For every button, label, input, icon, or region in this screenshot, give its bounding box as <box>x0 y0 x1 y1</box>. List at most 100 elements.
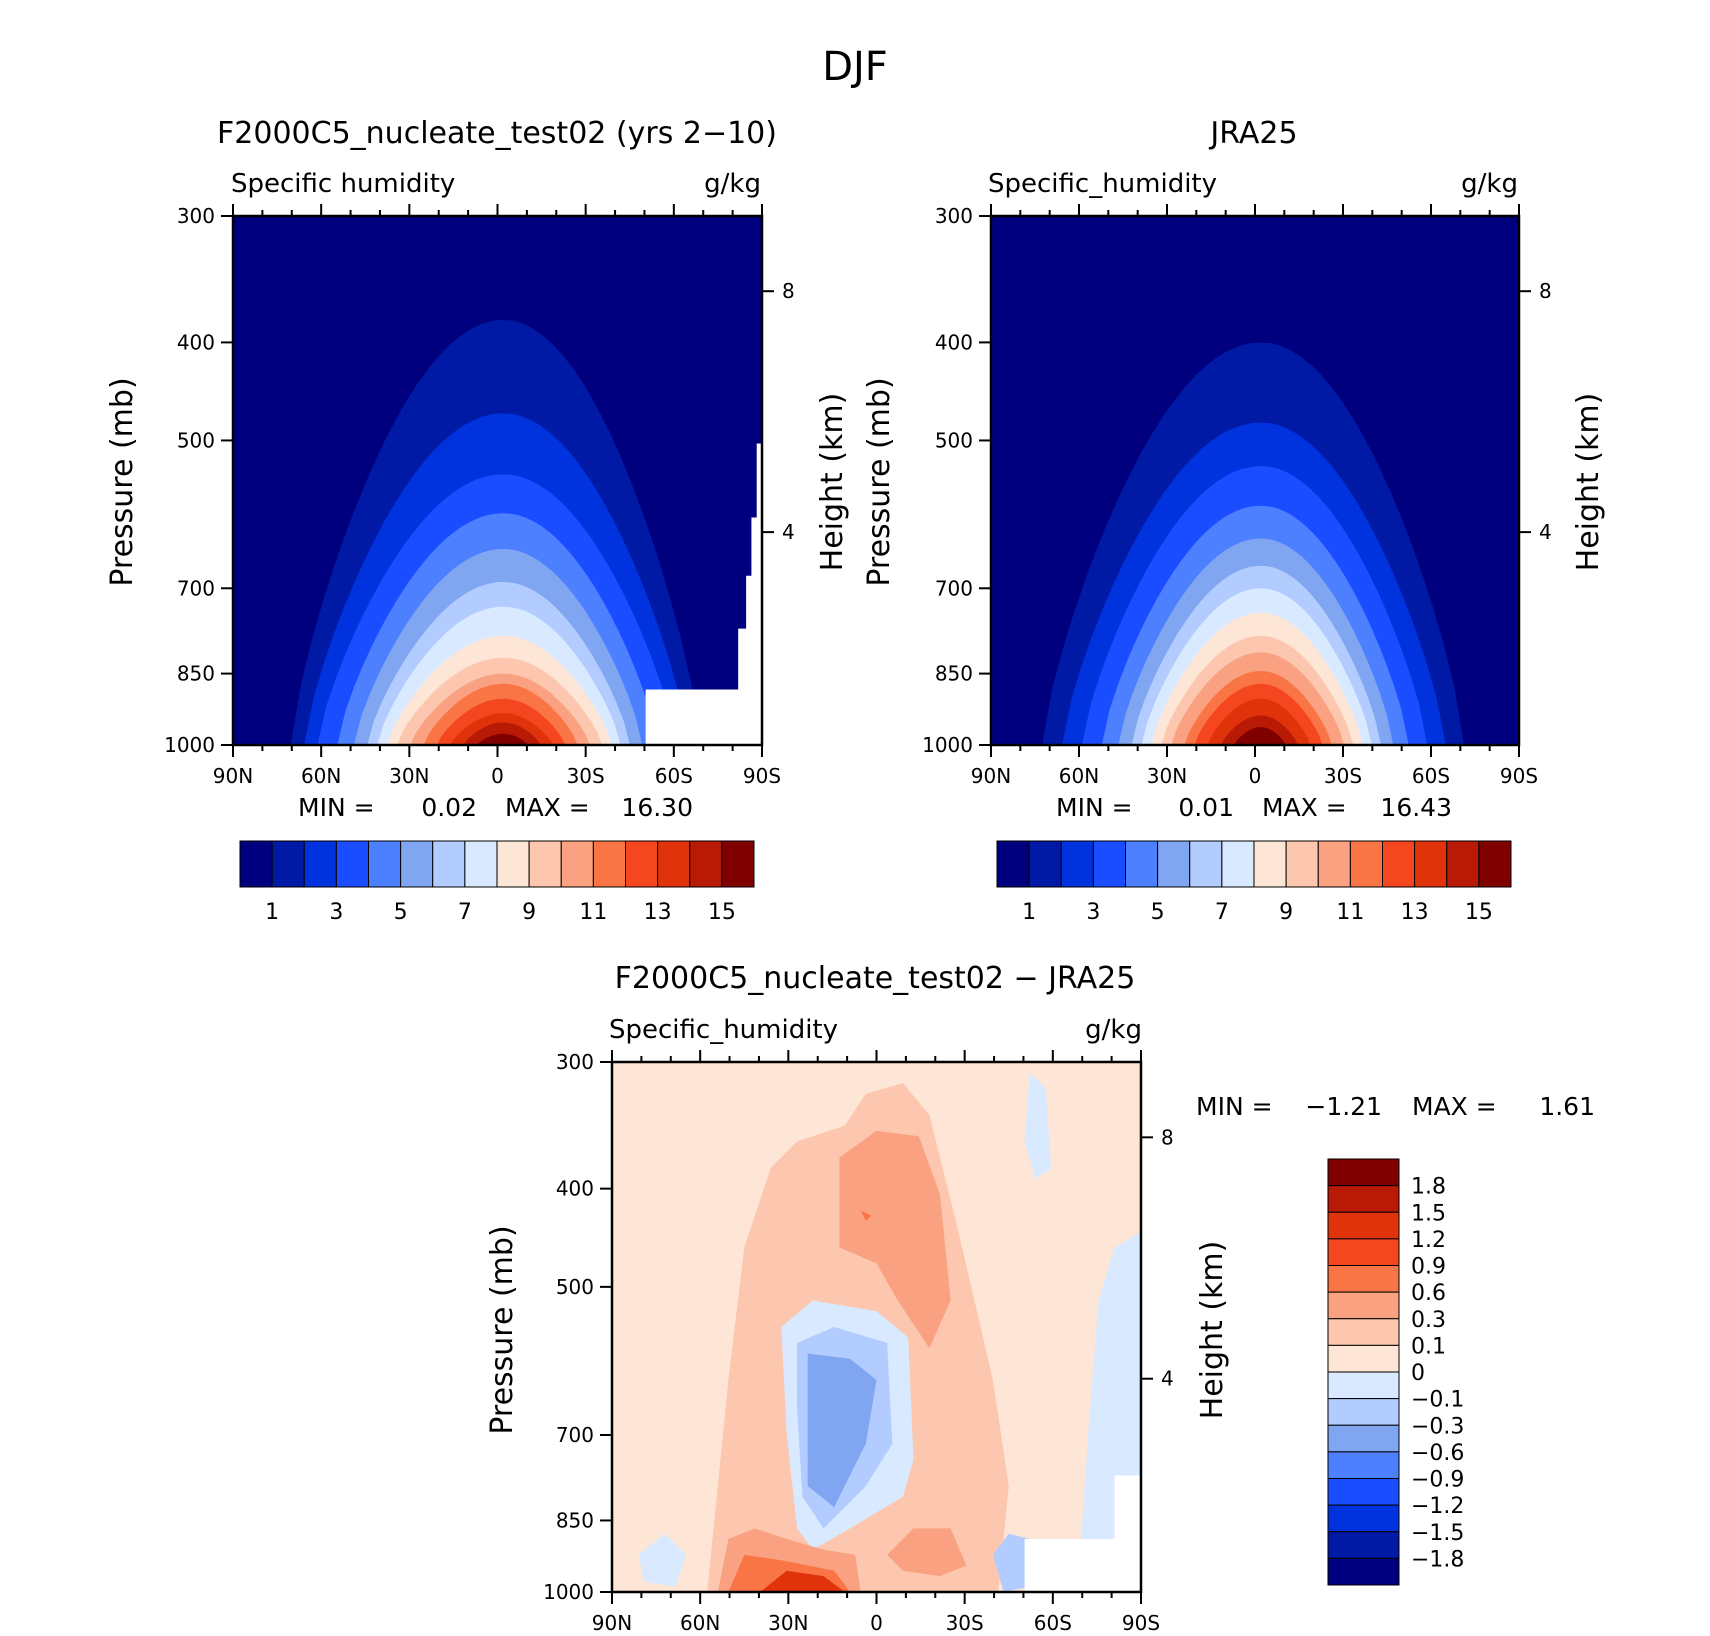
colorbar-swatch <box>1327 1291 1400 1320</box>
max-label: MAX = <box>1412 1092 1497 1121</box>
y-tick-label: 850 <box>935 662 973 686</box>
colorbar-swatch <box>400 840 434 888</box>
colorbar-swatch <box>1317 840 1351 888</box>
colorbar-label: −1.2 <box>1411 1494 1464 1519</box>
y2-tick-label: 4 <box>1161 1367 1174 1391</box>
colorbar-swatch <box>1221 840 1255 888</box>
panel-reanalysis: JRA25 Specific_humidity g/kg 90N 60N 30N 0 3… <box>862 116 1606 925</box>
min-max-readout: MIN = 0.01 MAX = 16.43 <box>1056 793 1452 822</box>
colorbar-swatch <box>1327 1451 1400 1479</box>
units-label: g/kg <box>1461 169 1518 199</box>
colorbar: 1 3 5 7 9 11 13 15 <box>239 840 755 925</box>
colorbar-label: 5 <box>394 900 408 925</box>
plot-axes: 90N 60N 30N 0 30S 60S 90S 300 400 500 700 850 1000 8 4 <box>543 1050 1174 1635</box>
colorbar-label: 9 <box>1279 900 1293 925</box>
panel-title: F2000C5_nucleate_test02 − JRA25 <box>615 961 1136 996</box>
variable-label: Specific humidity <box>231 169 455 199</box>
colorbar-swatch <box>721 840 755 888</box>
colorbar-label: 15 <box>1465 900 1493 925</box>
y-tick-label: 500 <box>556 1275 594 1299</box>
colorbar-label: 7 <box>458 900 472 925</box>
colorbar-swatch <box>592 840 626 888</box>
colorbar-swatch <box>432 840 466 888</box>
colorbar-label: −0.6 <box>1411 1441 1464 1466</box>
colorbar-swatch <box>996 840 1030 888</box>
colorbar-label: 9 <box>522 900 536 925</box>
y2-tick-label: 4 <box>1539 520 1552 544</box>
colorbar-label: 0.9 <box>1411 1255 1446 1280</box>
contour-band <box>638 1533 687 1587</box>
colorbar-swatch <box>464 840 498 888</box>
panel-model: F2000C5_nucleate_test02 (yrs 2−10) Speci… <box>105 116 850 925</box>
x-tick-label: 60S <box>1412 764 1450 788</box>
colorbar-swatch <box>1327 1158 1400 1187</box>
y-tick-label: 850 <box>177 662 215 686</box>
colorbar-label: 1 <box>265 900 279 925</box>
colorbar-swatch <box>1349 840 1383 888</box>
y-axis-label: Pressure (mb) <box>862 377 897 586</box>
colorbar-label: 0 <box>1411 1361 1425 1386</box>
colorbar-swatch <box>1327 1531 1400 1559</box>
colorbar-swatch <box>1446 840 1480 888</box>
colorbar-swatch <box>496 840 530 888</box>
colorbar-label: 13 <box>1401 900 1429 925</box>
colorbar-swatch <box>303 840 337 888</box>
contour-peak <box>860 1210 872 1221</box>
colorbar-label: 3 <box>1086 900 1100 925</box>
x-tick-label: 90S <box>1500 764 1538 788</box>
colorbar-label: 15 <box>708 900 736 925</box>
y-tick-label: 1000 <box>543 1580 594 1604</box>
y-tick-label: 500 <box>177 428 215 452</box>
plot-axes: 90N 60N 30N 0 30S 60S 90S 300 400 500 700 850 1000 8 4 <box>164 204 795 788</box>
colorbar-swatch <box>1327 1238 1400 1266</box>
colorbar-label: 1.2 <box>1411 1228 1446 1253</box>
colorbar-label: 0.6 <box>1411 1281 1446 1306</box>
y-tick-label: 850 <box>556 1508 594 1532</box>
colorbar-label: 13 <box>644 900 672 925</box>
contour-band <box>839 1130 951 1349</box>
colorbar-swatch <box>1382 840 1416 888</box>
min-max-readout: MIN = −1.21 MAX = 1.61 <box>1196 1092 1595 1121</box>
colorbar-swatch <box>1125 840 1159 888</box>
colorbar-swatch <box>560 840 594 888</box>
colorbar-swatch <box>1327 1185 1400 1213</box>
contour-field <box>991 216 1519 745</box>
y-tick-label: 400 <box>935 330 973 354</box>
colorbar-swatch <box>625 840 659 888</box>
x-tick-label: 90N <box>592 1611 632 1635</box>
max-value: 16.43 <box>1380 793 1452 822</box>
missing-data-mask <box>1024 1475 1141 1592</box>
missing-data-mask <box>645 443 762 745</box>
colorbar-label: 11 <box>579 900 607 925</box>
y2-axis-label: Height (km) <box>815 393 850 572</box>
y-tick-label: 700 <box>935 576 973 600</box>
colorbar-swatch <box>271 840 305 888</box>
contour-band <box>1024 1072 1052 1179</box>
contour-band <box>887 1528 967 1577</box>
contour-field <box>612 1062 1141 1592</box>
panel-title: F2000C5_nucleate_test02 (yrs 2−10) <box>217 116 777 151</box>
colorbar-swatch <box>528 840 562 888</box>
colorbar-swatch <box>1157 840 1191 888</box>
x-tick-label: 0 <box>491 764 504 788</box>
y-tick-label: 1000 <box>922 733 973 757</box>
y-axis-label: Pressure (mb) <box>105 377 140 586</box>
x-tick-label: 30N <box>1147 764 1187 788</box>
contour-band <box>992 1533 1030 1592</box>
min-label: MIN = <box>298 793 375 822</box>
colorbar-swatch <box>1327 1424 1400 1453</box>
colorbar-swatch <box>1327 1557 1400 1586</box>
contour-field <box>233 216 762 745</box>
colorbar-swatch <box>1327 1398 1400 1426</box>
x-tick-label: 90N <box>213 764 253 788</box>
colorbar-label: 1.8 <box>1411 1175 1446 1200</box>
y-tick-label: 300 <box>556 1050 594 1074</box>
colorbar-label: −0.1 <box>1411 1388 1464 1413</box>
colorbar-swatch <box>657 840 691 888</box>
y-tick-label: 400 <box>177 330 215 354</box>
colorbar-label: −1.5 <box>1411 1521 1464 1546</box>
x-tick-label: 30S <box>1324 764 1362 788</box>
x-tick-label: 60S <box>1034 1611 1072 1635</box>
plot-axes: 90N 60N 30N 0 30S 60S 90S 300 400 500 700 850 1000 8 4 <box>922 204 1552 788</box>
